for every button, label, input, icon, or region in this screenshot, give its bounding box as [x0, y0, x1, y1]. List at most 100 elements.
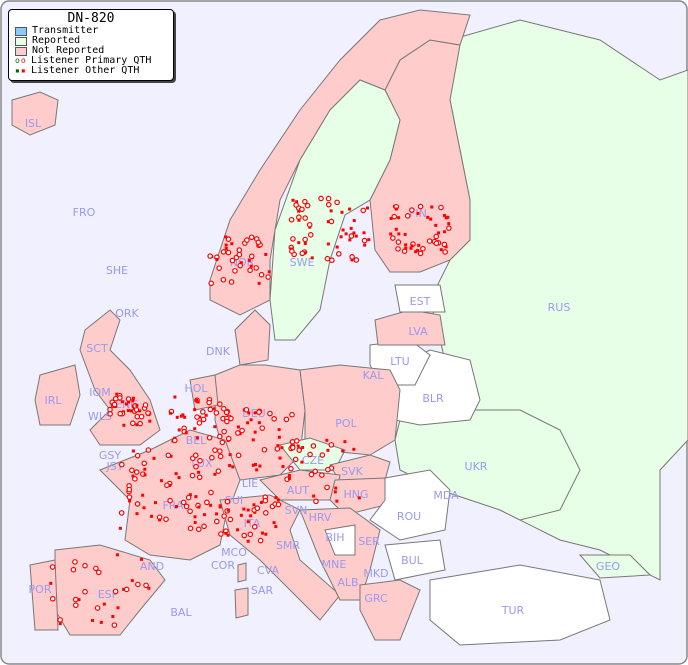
listener-other-marker [446, 215, 450, 219]
legend-item-reported: Reported [9, 36, 173, 46]
listener-other-marker [224, 243, 228, 247]
listener-primary-marker [132, 476, 138, 482]
listener-other-marker [111, 614, 115, 618]
country-label-rus: RUS [548, 301, 571, 314]
listener-primary-marker [248, 234, 255, 241]
listener-primary-marker [426, 238, 433, 244]
listener-other-marker [352, 231, 356, 235]
listener-other-marker [426, 215, 430, 219]
listener-other-marker [193, 521, 197, 525]
listener-primary-marker [328, 218, 335, 225]
listener-primary-marker [221, 513, 227, 519]
country-label-hng: HNG [343, 488, 368, 501]
listener-other-marker [224, 235, 228, 239]
country-hng [329, 477, 386, 516]
listener-primary-marker [261, 446, 268, 453]
listener-primary-marker [433, 240, 440, 247]
listener-primary-marker [117, 410, 124, 417]
listener-primary-marker [217, 433, 223, 440]
listener-other-marker [239, 261, 243, 265]
country-tur [429, 564, 611, 646]
listener-primary-marker [409, 207, 415, 213]
listener-other-marker [215, 512, 219, 516]
country-label-jsy: JSY [106, 460, 124, 473]
listener-other-marker [203, 513, 207, 517]
listener-primary-marker [217, 453, 224, 460]
listener-primary-marker [289, 439, 296, 445]
listener-other-marker [224, 246, 228, 250]
listener-primary-marker [208, 280, 215, 287]
listener-other-marker [142, 506, 146, 510]
listener-primary-marker [145, 410, 151, 416]
listener-primary-marker [70, 566, 77, 573]
country-label-wls: WLS [88, 410, 112, 423]
listener-primary-marker [306, 221, 313, 228]
listener-other-marker [340, 210, 344, 214]
listener-other-marker [102, 602, 106, 606]
listener-other-marker [115, 553, 119, 557]
listener-primary-marker [319, 452, 326, 458]
country-label-mne: MNE [322, 558, 347, 571]
listener-primary-marker [208, 489, 214, 496]
listener-primary-marker [112, 395, 119, 402]
listener-primary-marker [57, 617, 63, 623]
listener-other-marker [296, 444, 300, 448]
listener-primary-marker [72, 559, 78, 565]
listener-primary-marker [72, 596, 79, 603]
listener-primary-marker [274, 446, 281, 452]
country-label-lva: LVA [408, 325, 428, 338]
listener-primary-marker [289, 444, 296, 451]
listener-other-marker [177, 428, 181, 432]
listener-primary-marker [360, 207, 367, 214]
country-label-rou: ROU [397, 510, 421, 523]
listener-other-marker [287, 476, 291, 480]
listener-primary-marker [123, 586, 130, 593]
listener-other-marker [228, 464, 232, 468]
listener-primary-marker [215, 468, 222, 474]
legend-title: DN-820 [67, 11, 115, 26]
listener-other-marker [131, 449, 135, 453]
listener-primary-marker [94, 605, 101, 611]
listener-other-marker [184, 431, 188, 435]
country-label-iom: IOM [89, 386, 110, 399]
listener-primary-marker [304, 202, 311, 209]
listener-primary-marker [255, 239, 262, 246]
listener-other-marker [277, 428, 281, 432]
listener-other-marker [213, 425, 217, 429]
listener-other-marker [254, 462, 258, 466]
listener-primary-marker [223, 409, 230, 416]
listener-other-marker [131, 396, 135, 400]
listener-other-marker [397, 216, 401, 220]
country-label-ita: ITA [244, 517, 261, 530]
listener-other-marker [310, 256, 314, 260]
listener-other-marker [397, 232, 401, 236]
listener-primary-marker [290, 236, 296, 242]
listener-other-marker [251, 438, 255, 442]
listener-primary-marker [267, 410, 273, 417]
listener-other-marker [272, 521, 276, 525]
legend-label: Not Reported [32, 45, 105, 56]
country-label-cva: CVA [257, 564, 280, 577]
listener-other-marker [394, 227, 398, 231]
country-dnk [234, 309, 271, 366]
listener-other-marker [276, 498, 280, 502]
listener-primary-marker [417, 203, 424, 210]
listener-primary-marker [225, 236, 232, 242]
listener-other-marker [277, 435, 281, 439]
listener-other-marker [247, 258, 251, 262]
listener-primary-marker [206, 399, 212, 406]
listener-primary-marker [395, 246, 401, 252]
listener-primary-marker [214, 518, 220, 525]
country-label-por: POR [29, 583, 52, 596]
listener-other-marker [148, 419, 152, 423]
listener-other-marker [447, 222, 451, 226]
country-label-swe: SWE [290, 256, 315, 269]
legend-item-transmitter: Transmitter [9, 26, 173, 36]
country-label-and: AND [140, 560, 164, 573]
country-label-grc: GRC [364, 592, 388, 605]
listener-other-marker [312, 494, 316, 498]
listener-primary-marker [235, 430, 241, 436]
listener-primary-marker [143, 582, 149, 589]
country-sar [234, 587, 249, 619]
